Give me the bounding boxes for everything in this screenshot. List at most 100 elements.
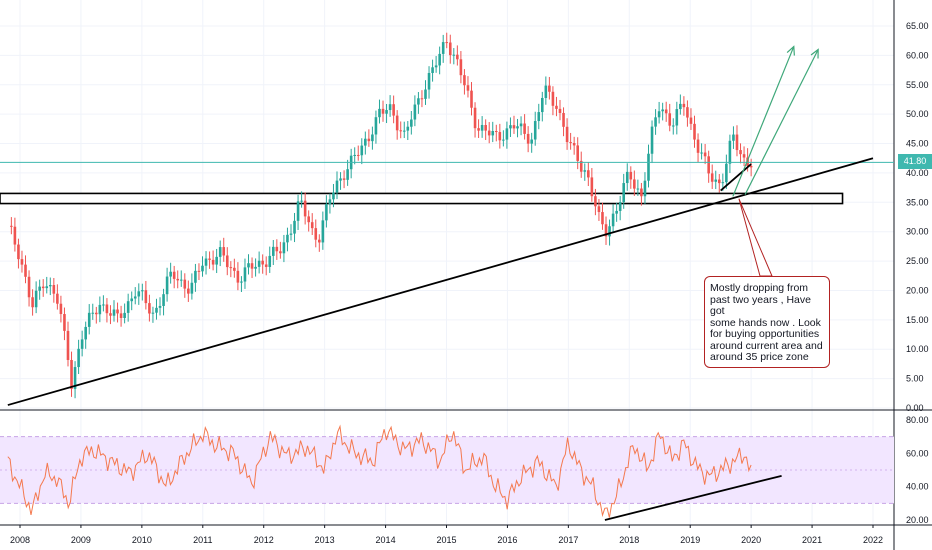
price-candle bbox=[34, 290, 38, 308]
y-tick-label: 20.00 bbox=[906, 285, 929, 295]
price-candle bbox=[463, 75, 466, 86]
price-candle bbox=[59, 303, 63, 315]
price-candle bbox=[671, 125, 675, 127]
price-candle bbox=[703, 152, 707, 157]
price-candle bbox=[445, 42, 449, 44]
price-candle bbox=[236, 270, 240, 283]
annotation-note: Mostly dropping from past two years , Ha… bbox=[704, 276, 830, 368]
price-candle bbox=[360, 145, 364, 156]
price-candle bbox=[516, 126, 519, 129]
y-tick-label: 25.00 bbox=[906, 256, 929, 266]
price-candle bbox=[555, 105, 558, 109]
price-candle bbox=[725, 163, 728, 183]
price-candle bbox=[151, 312, 155, 314]
price-candle bbox=[293, 220, 296, 234]
price-candle bbox=[31, 297, 34, 308]
price-candle bbox=[498, 132, 502, 141]
price-candle bbox=[717, 179, 721, 184]
x-tick-label: 2008 bbox=[10, 535, 30, 545]
price-candle bbox=[271, 246, 275, 256]
price-candle bbox=[261, 260, 264, 265]
price-candle bbox=[73, 367, 77, 389]
price-candle bbox=[413, 104, 417, 120]
price-candle bbox=[318, 239, 321, 243]
price-candle bbox=[640, 188, 643, 197]
price-candle bbox=[112, 309, 116, 316]
price-candle bbox=[548, 85, 551, 92]
price-candle bbox=[484, 125, 487, 131]
price-candle bbox=[633, 179, 636, 189]
price-candle bbox=[579, 160, 583, 172]
price-candle bbox=[587, 170, 590, 178]
price-candle bbox=[480, 125, 484, 131]
price-candle bbox=[452, 54, 456, 56]
price-candle bbox=[594, 196, 597, 207]
price-candle bbox=[172, 271, 176, 279]
price-candle bbox=[657, 111, 661, 118]
price-candle bbox=[98, 304, 102, 315]
y-tick-label: 40.00 bbox=[906, 168, 929, 178]
x-tick-label: 2012 bbox=[254, 535, 274, 545]
price-candle bbox=[732, 134, 735, 141]
price-candle bbox=[679, 103, 682, 110]
price-candle bbox=[247, 263, 250, 268]
price-candle bbox=[410, 119, 413, 127]
y-tick-label: 35.00 bbox=[906, 197, 929, 207]
y-tick-label: 5.00 bbox=[906, 374, 924, 384]
price-candle bbox=[109, 313, 112, 316]
y-tick-label: 50.00 bbox=[906, 109, 929, 119]
short-term-trendline bbox=[720, 163, 752, 192]
long-term-trendline bbox=[7, 157, 874, 406]
price-candle bbox=[95, 312, 98, 315]
price-candle bbox=[80, 339, 84, 349]
price-candle bbox=[328, 199, 332, 205]
price-candle bbox=[459, 59, 463, 76]
annotation-pointer bbox=[738, 198, 773, 277]
x-tick-label: 2011 bbox=[193, 535, 212, 545]
price-candle bbox=[590, 177, 594, 197]
price-series bbox=[0, 32, 894, 399]
price-candle bbox=[225, 255, 229, 268]
price-candle bbox=[420, 98, 424, 100]
price-candle bbox=[661, 109, 664, 112]
price-candle bbox=[541, 97, 544, 113]
price-candle bbox=[204, 258, 208, 266]
x-tick-label: 2010 bbox=[132, 535, 152, 545]
price-candle bbox=[466, 85, 470, 91]
price-candle bbox=[721, 182, 725, 184]
price-candle bbox=[544, 85, 548, 98]
price-candle bbox=[289, 233, 293, 235]
price-candle bbox=[190, 282, 194, 294]
price-candle bbox=[84, 326, 87, 340]
price-candle bbox=[689, 117, 693, 124]
price-candle bbox=[250, 263, 254, 269]
support-zone bbox=[0, 192, 844, 205]
price-candle bbox=[519, 123, 523, 127]
price-candle bbox=[700, 152, 703, 154]
price-candle bbox=[176, 278, 180, 281]
price-candle bbox=[148, 303, 151, 314]
price-candle bbox=[13, 226, 17, 245]
osc-y-tick-label: 20.00 bbox=[906, 515, 929, 525]
price-candle bbox=[137, 291, 141, 297]
price-candle bbox=[211, 259, 215, 265]
x-tick-label: 2013 bbox=[315, 535, 335, 545]
osc-y-tick-label: 40.00 bbox=[906, 482, 929, 492]
price-candle bbox=[300, 200, 303, 202]
price-candle bbox=[325, 204, 328, 221]
price-candle bbox=[257, 260, 261, 267]
price-candle bbox=[714, 179, 718, 182]
price-candle bbox=[608, 226, 611, 237]
price-candle bbox=[119, 313, 123, 318]
price-candle bbox=[551, 91, 555, 106]
price-candle bbox=[63, 314, 66, 331]
price-candle bbox=[24, 264, 27, 277]
price-candle bbox=[105, 304, 109, 314]
price-candle bbox=[367, 138, 371, 142]
price-candle bbox=[654, 117, 657, 127]
price-candle bbox=[509, 125, 512, 129]
price-candle bbox=[569, 142, 572, 144]
y-tick-label: 55.00 bbox=[906, 80, 929, 90]
price-candle bbox=[197, 270, 201, 272]
